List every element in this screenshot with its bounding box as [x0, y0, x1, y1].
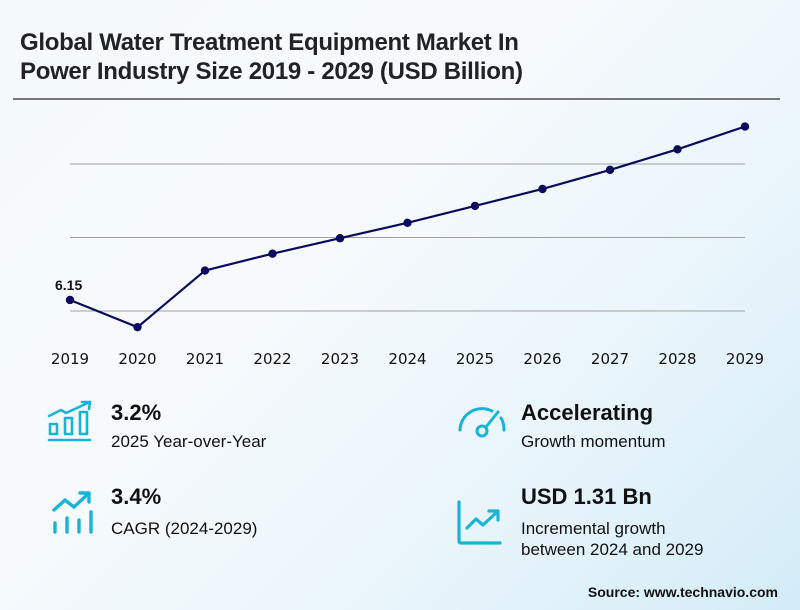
kpi-momentum-desc: Growth momentum — [521, 432, 666, 451]
data-points — [65, 122, 750, 332]
x-tick-label: 2019 — [51, 350, 89, 368]
data-label: 6.15 — [55, 277, 82, 293]
kpi-cagr-desc: CAGR (2024-2029) — [111, 519, 258, 538]
chart-title: Global Water Treatment Equipment Market … — [20, 28, 720, 86]
kpi-incremental-desc-line-2: between 2024 and 2029 — [521, 540, 704, 559]
line-chart-up-icon — [457, 500, 502, 545]
x-tick-label: 2023 — [321, 350, 359, 368]
x-axis-tick-labels: 2019 2020 2021 2022 2023 2024 2025 2026 2027 2028… — [51, 350, 764, 368]
x-tick-label: 2024 — [388, 350, 426, 368]
data-point — [65, 295, 75, 305]
gridlines — [70, 163, 745, 312]
data-point — [538, 184, 547, 194]
chart-title-line-1: Global Water Treatment Equipment Market … — [20, 29, 519, 56]
kpi-yoy-desc: 2025 Year-over-Year — [111, 432, 267, 451]
x-tick-label: 2020 — [118, 350, 156, 368]
kpi-yoy-value: 3.2% — [111, 400, 162, 425]
data-point — [605, 165, 615, 175]
data-point — [133, 322, 142, 332]
x-tick-label: 2028 — [658, 350, 696, 368]
x-tick-label: 2025 — [456, 350, 494, 368]
data-labels: 6.15 — [55, 277, 82, 293]
speedometer-icon — [458, 407, 506, 438]
x-tick-label: 2027 — [591, 350, 629, 368]
kpi-momentum-value: Accelerating — [521, 400, 654, 425]
kpi-incremental-desc-line-1: Incremental growth — [521, 519, 666, 538]
x-tick-label: 2026 — [523, 350, 561, 368]
kpi-cagr-value: 3.4% — [111, 484, 162, 509]
data-point — [335, 234, 345, 243]
line-chart: 2019 2020 2021 2022 2023 2024 2025 2026 2027 2028… — [51, 122, 764, 368]
x-tick-label: 2021 — [186, 350, 224, 368]
data-point — [268, 249, 277, 258]
bar-chart-growth-icon — [47, 400, 92, 442]
x-tick-label: 2029 — [726, 350, 764, 368]
x-tick-label: 2022 — [253, 350, 291, 368]
chart-title-line-2: Power Industry Size 2019 - 2029 (USD Bil… — [20, 58, 523, 85]
trend-up-bars-icon — [52, 491, 93, 534]
data-point — [403, 218, 412, 227]
data-point — [673, 145, 682, 154]
title-divider — [13, 98, 780, 100]
kpi-incremental-value: USD 1.31 Bn — [521, 484, 652, 509]
data-point — [470, 201, 480, 211]
data-point — [740, 122, 750, 131]
source-credit: Source: www.technavio.com — [587, 584, 778, 600]
data-point — [200, 266, 210, 275]
